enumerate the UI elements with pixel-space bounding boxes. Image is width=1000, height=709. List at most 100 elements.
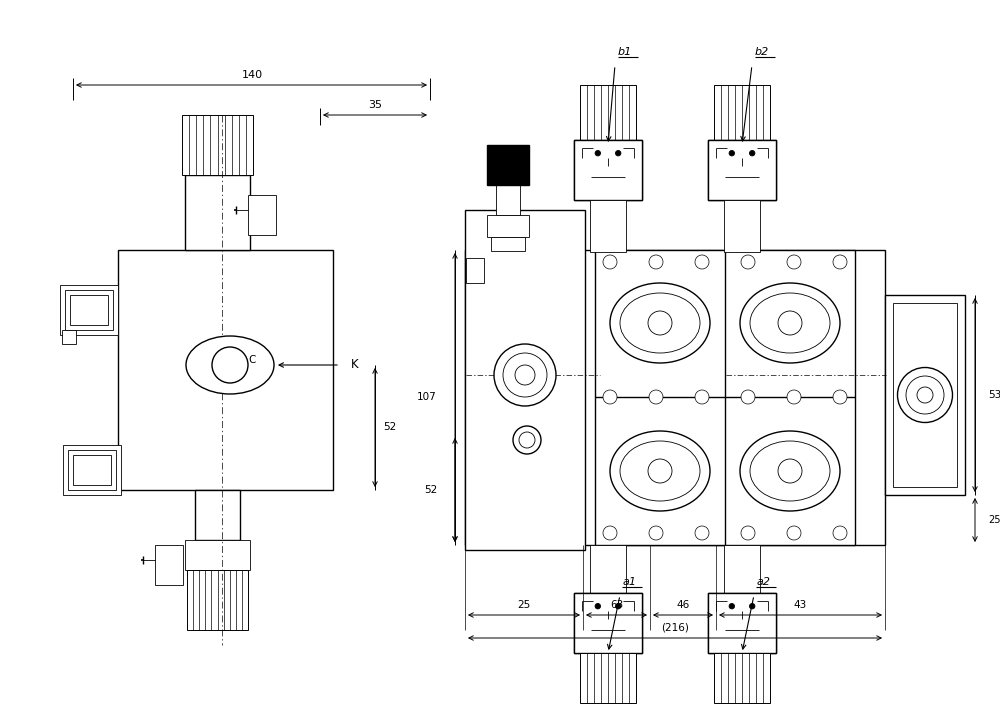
Bar [187,570,248,630]
Bar [487,145,529,185]
Ellipse shape [898,367,952,423]
Bar [73,455,111,485]
Bar [590,200,626,252]
Bar [487,215,529,237]
Circle shape [778,311,802,335]
Circle shape [729,603,735,609]
Circle shape [729,150,735,156]
Bar [68,450,116,490]
Circle shape [212,347,248,383]
Bar [70,295,108,325]
Circle shape [833,255,847,269]
Circle shape [917,387,933,403]
Circle shape [603,255,617,269]
Bar [893,303,957,487]
Text: P: P [522,370,528,380]
Text: 25: 25 [517,600,531,610]
Circle shape [741,526,755,540]
Circle shape [648,459,672,483]
Ellipse shape [620,293,700,353]
Ellipse shape [610,431,710,511]
Text: C: C [248,355,256,365]
Bar [580,653,636,703]
Ellipse shape [610,283,710,363]
Circle shape [741,390,755,404]
Ellipse shape [750,293,830,353]
Text: 52: 52 [383,422,397,432]
Text: b2: b2 [755,47,769,57]
Circle shape [615,603,621,609]
Ellipse shape [906,376,944,414]
Circle shape [778,459,802,483]
Circle shape [787,390,801,404]
Text: 25.5: 25.5 [988,515,1000,525]
Circle shape [519,432,535,448]
Bar [724,200,760,252]
Bar [708,140,776,200]
Circle shape [513,426,541,454]
Bar [466,258,484,283]
Circle shape [749,603,755,609]
Circle shape [695,255,709,269]
Circle shape [749,150,755,156]
Bar [714,85,770,140]
Circle shape [615,150,621,156]
Text: 140: 140 [241,70,263,80]
Text: A1: A1 [654,466,666,476]
Circle shape [695,390,709,404]
Circle shape [648,311,672,335]
Text: B1: B1 [654,318,666,328]
Ellipse shape [620,441,700,501]
Circle shape [787,526,801,540]
Circle shape [515,365,535,385]
Circle shape [603,526,617,540]
Text: 63: 63 [610,600,623,610]
Circle shape [695,526,709,540]
Text: 35: 35 [368,100,382,110]
Text: a1: a1 [623,577,637,587]
Ellipse shape [750,441,830,501]
Bar [65,290,113,330]
Circle shape [649,255,663,269]
Bar [885,295,965,495]
Ellipse shape [494,344,556,406]
Circle shape [741,255,755,269]
Text: 43: 43 [794,600,807,610]
Text: (216): (216) [661,623,689,633]
Bar [708,140,776,200]
Bar [182,115,253,175]
Ellipse shape [740,283,840,363]
Bar [195,490,240,540]
Circle shape [649,390,663,404]
Ellipse shape [503,353,547,397]
Circle shape [833,390,847,404]
Text: A2: A2 [784,466,796,476]
Bar [155,545,183,585]
Bar [580,85,636,140]
Bar [465,250,885,545]
Bar [63,445,121,495]
Text: 53: 53 [988,390,1000,400]
Ellipse shape [740,431,840,511]
Bar [118,250,333,490]
Bar [574,593,642,653]
Text: 107: 107 [417,392,437,402]
Bar [708,593,776,653]
Text: K: K [351,359,359,372]
Bar [714,653,770,703]
Bar [595,250,855,545]
Bar [185,540,250,570]
Bar [185,175,250,250]
Bar [708,593,776,653]
Circle shape [787,255,801,269]
Text: a2: a2 [757,577,771,587]
Bar [60,285,118,335]
Bar [248,195,276,235]
Ellipse shape [186,336,274,394]
Circle shape [603,390,617,404]
Circle shape [649,526,663,540]
Circle shape [833,526,847,540]
Bar [491,237,525,251]
Circle shape [595,603,601,609]
Text: 52: 52 [424,485,437,495]
